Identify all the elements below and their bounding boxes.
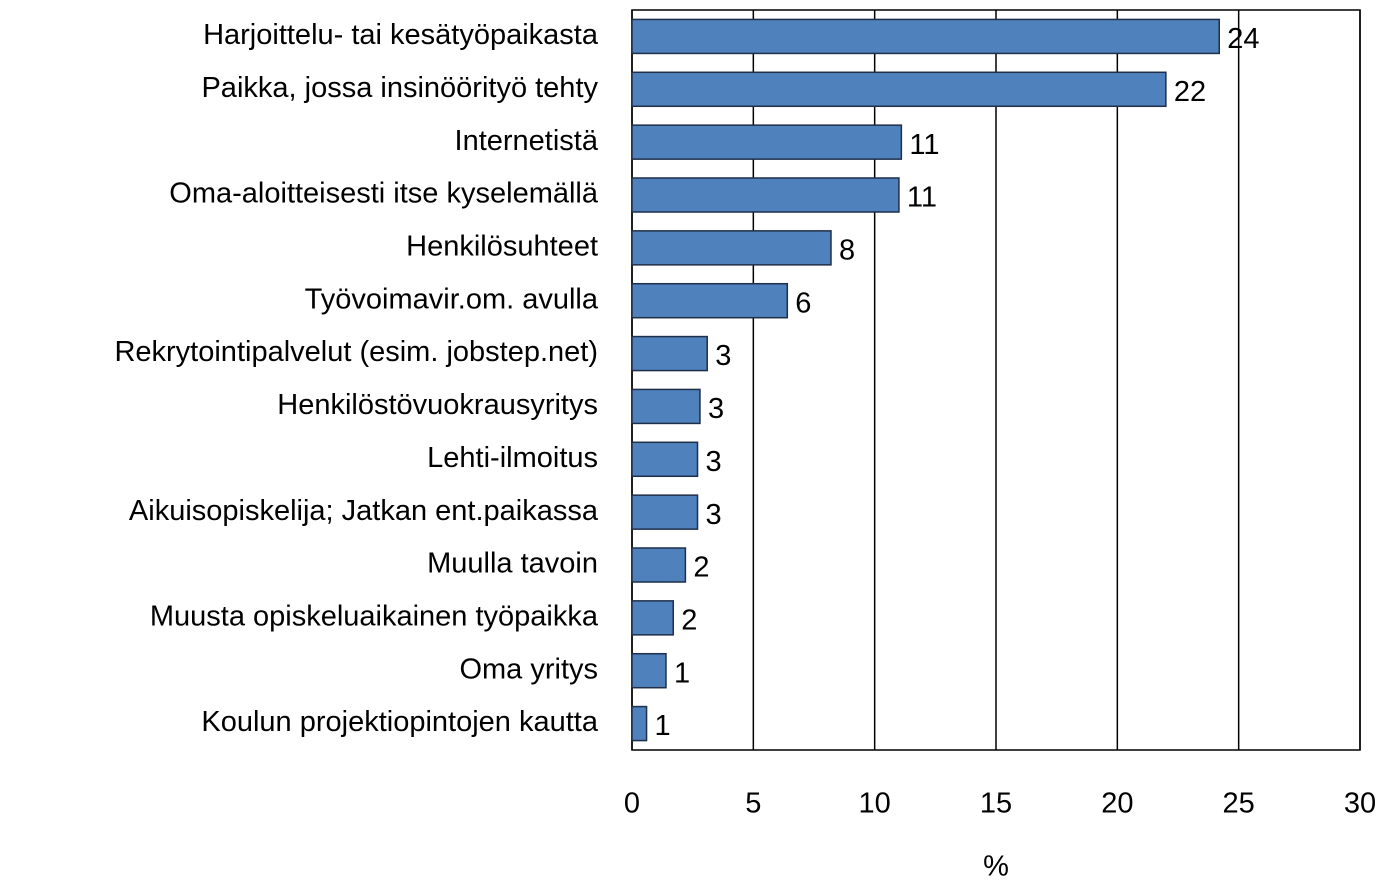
y-tick-label: Oma-aloitteisesti itse kyselemällä bbox=[169, 178, 599, 210]
bar bbox=[631, 547, 687, 583]
y-tick-label: Aikuisopiskelija; Jatkan ent.paikassa bbox=[129, 495, 599, 527]
bar bbox=[631, 494, 699, 530]
data-label: 1 bbox=[655, 710, 671, 742]
y-tick-label: Oma yritys bbox=[459, 653, 598, 685]
x-axis-label: % bbox=[983, 851, 1009, 883]
data-label: 3 bbox=[708, 393, 724, 425]
data-label: 3 bbox=[706, 499, 722, 531]
bar bbox=[631, 282, 789, 319]
y-tick-label: Henkilösuhteet bbox=[406, 231, 598, 263]
bar bbox=[631, 441, 699, 478]
bar bbox=[631, 230, 832, 266]
data-label: 11 bbox=[907, 182, 937, 214]
y-tick-label: Internetistä bbox=[455, 125, 599, 157]
bar bbox=[631, 124, 903, 160]
y-tick-label: Työvoimavir.om. avulla bbox=[305, 283, 599, 315]
data-label: 3 bbox=[706, 446, 722, 478]
x-tick-label: 20 bbox=[1101, 788, 1133, 820]
y-tick-label: Paikka, jossa insinöörityö tehty bbox=[201, 72, 598, 104]
bar bbox=[631, 335, 708, 372]
bar bbox=[631, 388, 701, 425]
x-tick-label: 5 bbox=[745, 788, 761, 820]
data-label: 24 bbox=[1227, 23, 1259, 55]
y-tick-label: Lehti-ilmoitus bbox=[427, 442, 598, 474]
bar bbox=[631, 177, 900, 213]
x-tick-label: 30 bbox=[1344, 788, 1376, 820]
y-tick-label: Muulla tavoin bbox=[427, 548, 598, 580]
y-tick-label: Muusta opiskeluaikainen työpaikka bbox=[150, 601, 599, 633]
data-label: 2 bbox=[681, 605, 697, 637]
y-tick-label: Henkilöstövuokrausyritys bbox=[277, 389, 598, 421]
y-tick-label: Harjoittelu- tai kesätyöpaikasta bbox=[203, 19, 599, 51]
bar bbox=[631, 18, 1221, 55]
bar bbox=[631, 600, 675, 636]
x-tick-label: 0 bbox=[624, 788, 640, 820]
data-label: 11 bbox=[909, 129, 939, 161]
bar bbox=[631, 705, 648, 742]
bar bbox=[631, 71, 1167, 108]
data-label: 6 bbox=[795, 287, 811, 319]
x-tick-label: 10 bbox=[859, 788, 891, 820]
data-label: 8 bbox=[839, 235, 855, 267]
y-tick-label: Koulun projektiopintojen kautta bbox=[201, 706, 598, 738]
bar bbox=[631, 652, 667, 689]
plot-frame bbox=[631, 9, 1361, 751]
y-tick-label: Rekrytointipalvelut (esim. jobstep.net) bbox=[114, 336, 598, 368]
data-label: 1 bbox=[674, 657, 690, 689]
x-tick-label: 15 bbox=[980, 788, 1012, 820]
data-label: 3 bbox=[715, 340, 731, 372]
x-tick-label: 25 bbox=[1223, 788, 1255, 820]
data-label: 22 bbox=[1174, 76, 1206, 108]
data-label: 2 bbox=[693, 552, 709, 584]
